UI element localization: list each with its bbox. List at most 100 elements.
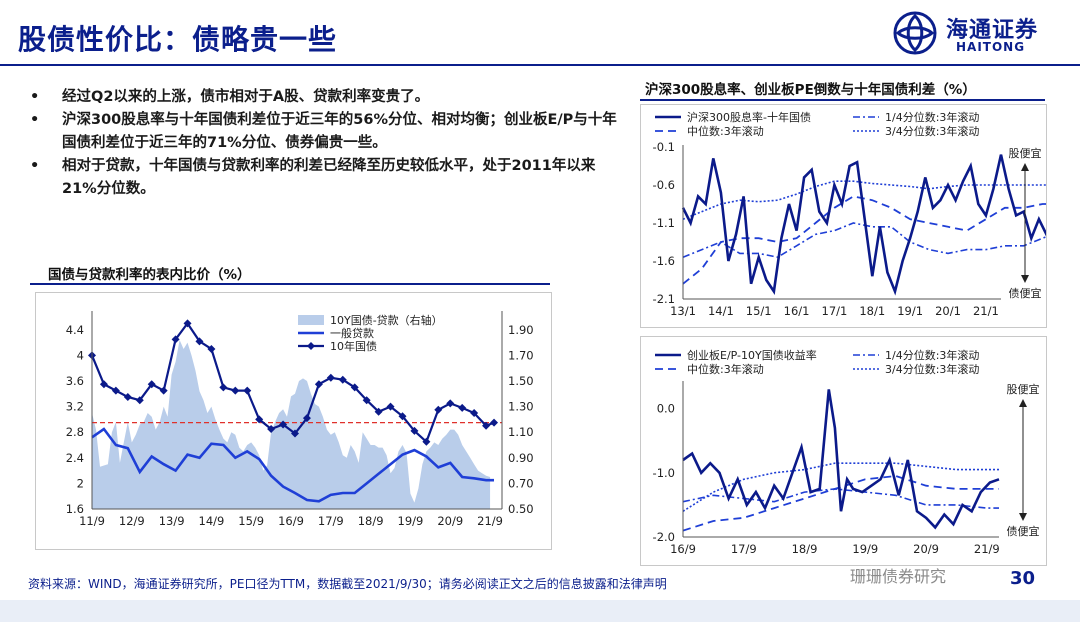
legend-label: 1/4分位数:3年滚动 xyxy=(885,110,979,124)
legend-label: 3/4分位数:3年滚动 xyxy=(885,124,979,138)
y-tick-label: -1.0 xyxy=(653,466,675,480)
legend-label: 3/4分位数:3年滚动 xyxy=(885,362,979,376)
bullet-item: • 沪深300股息率与十年国债利差位于近三年的56%分位、相对均衡；创业板E/P与… xyxy=(30,109,625,155)
bullet-text: 沪深300股息率与十年国债利差位于近三年的56%分位、相对均衡；创业板E/P与十… xyxy=(62,112,617,151)
y-tick-label: 0.0 xyxy=(657,402,675,416)
legend-label: 10Y国债-贷款（右轴） xyxy=(330,313,443,327)
y-tick-label: -0.6 xyxy=(653,178,675,192)
source-footnote: 资料来源：WIND，海通证券研究所，PE口径为TTM，数据截至2021/9/30… xyxy=(28,575,667,592)
x-tick-label: 13/1 xyxy=(670,304,696,318)
y-tick-label: 2.4 xyxy=(66,451,84,465)
legend-label: 10年国债 xyxy=(330,339,377,353)
title-divider xyxy=(0,64,1080,66)
direction-arrow-down-icon xyxy=(1021,275,1029,283)
series-marker-10y xyxy=(124,393,132,401)
x-tick-label: 19/1 xyxy=(897,304,923,318)
legend-label: 1/4分位数:3年滚动 xyxy=(885,348,979,362)
series-marker-10y xyxy=(446,399,454,407)
x-tick-label: 13/9 xyxy=(159,514,185,528)
bullet-marker: • xyxy=(30,109,39,132)
y2-tick-label: 0.70 xyxy=(508,476,534,490)
x-tick-label: 15/9 xyxy=(238,514,264,528)
x-tick-label: 11/9 xyxy=(79,514,105,528)
y2-tick-label: 0.90 xyxy=(508,451,534,465)
footer-band xyxy=(0,600,1080,622)
y2-tick-label: 1.50 xyxy=(508,374,534,388)
x-tick-label: 20/9 xyxy=(913,542,939,556)
x-tick-label: 18/1 xyxy=(859,304,885,318)
legend-label: 中位数:3年滚动 xyxy=(687,362,764,376)
x-tick-label: 14/1 xyxy=(708,304,734,318)
x-tick-label: 17/9 xyxy=(318,514,344,528)
series-marker-10y xyxy=(458,404,466,412)
loan-chart-divider xyxy=(30,283,550,285)
bullet-item: • 经过Q2以来的上涨，债市相对于A股、贷款利率变贵了。 xyxy=(30,86,625,109)
y2-tick-label: 1.30 xyxy=(508,400,534,414)
annotation-top: 股便宜 xyxy=(1009,146,1042,160)
bullet-marker: • xyxy=(30,86,39,109)
y-tick-label: 2 xyxy=(77,476,84,490)
hs300-chart-title: 沪深300股息率、创业板PE倒数与十年国债利差（%） xyxy=(645,78,976,98)
series-marker-10y xyxy=(112,387,120,395)
x-tick-label: 18/9 xyxy=(792,542,818,556)
logo-emblem-icon xyxy=(892,10,940,56)
series-marker-10y xyxy=(327,374,335,382)
y-tick-label: 2.8 xyxy=(66,425,84,439)
x-tick-label: 19/9 xyxy=(852,542,878,556)
loan-rate-chart: 4.4 4 3.6 3.2 2.8 2.4 2 1.6 1.90 1.70 1.50 1.30 1.10… xyxy=(36,293,551,549)
legend-marker-swatch xyxy=(307,342,315,350)
y2-tick-label: 1.10 xyxy=(508,425,534,439)
series-marker-10y xyxy=(243,387,251,395)
series-marker-10y xyxy=(160,387,168,395)
x-tick-label: 16/1 xyxy=(784,304,810,318)
x-tick-label: 17/9 xyxy=(731,542,757,556)
bullet-text: 相对于贷款，十年国债与贷款利率的利差已经降至历史较低水平，处于2011年以来21… xyxy=(62,158,595,197)
legend-label: 一般贷款 xyxy=(330,326,374,340)
x-tick-label: 16/9 xyxy=(670,542,696,556)
x-tick-label: 17/1 xyxy=(822,304,848,318)
x-tick-label: 21/9 xyxy=(974,542,1000,556)
series-line-line xyxy=(683,389,999,527)
y-tick-label: -1.1 xyxy=(653,216,675,230)
series-marker-10y xyxy=(231,387,239,395)
y-tick-label: -0.1 xyxy=(653,140,675,154)
legend-label: 沪深300股息率-十年国债 xyxy=(687,110,811,124)
x-tick-label: 18/9 xyxy=(358,514,384,528)
series-marker-10y xyxy=(490,419,498,427)
y-tick-label: 3.2 xyxy=(66,400,84,414)
loan-chart-title: 国债与贷款利率的表内比价（%） xyxy=(48,263,251,283)
series-area-spread xyxy=(92,340,490,509)
x-tick-label: 16/9 xyxy=(278,514,304,528)
watermark: 珊珊债券研究 xyxy=(850,563,946,587)
x-tick-label: 19/9 xyxy=(398,514,424,528)
series-marker-10y xyxy=(219,383,227,391)
y-tick-label: 3.6 xyxy=(66,374,84,388)
y2-tick-label: 1.70 xyxy=(508,348,534,362)
bullet-text: 经过Q2以来的上涨，债市相对于A股、贷款利率变贵了。 xyxy=(62,89,429,105)
bullet-item: • 相对于贷款，十年国债与贷款利率的利差已经降至历史较低水平，处于2011年以来2… xyxy=(30,155,625,201)
x-tick-label: 20/9 xyxy=(437,514,463,528)
series-marker-10y xyxy=(315,380,323,388)
y-tick-label: 4.4 xyxy=(66,323,84,337)
x-tick-label: 14/9 xyxy=(199,514,225,528)
chinext-spread-chart: 创业板E/P-10Y国债收益率 1/4分位数:3年滚动中位数:3年滚动 3/4分位数… xyxy=(641,337,1046,565)
slide-title: 股债性价比：债略贵一些 xyxy=(18,18,337,58)
bullet-marker: • xyxy=(30,155,39,178)
hs300-chart-frame: 沪深300股息率-十年国债 1/4分位数:3年滚动 中位数:3年滚动 3/4分位数:3… xyxy=(640,104,1047,328)
direction-arrow-down-icon xyxy=(1019,513,1027,521)
direction-arrow-up-icon xyxy=(1019,399,1027,407)
x-tick-label: 21/1 xyxy=(973,304,999,318)
x-tick-label: 15/1 xyxy=(746,304,772,318)
direction-arrow-up-icon xyxy=(1021,163,1029,171)
haitong-logo: 海通证券 HAITONG xyxy=(892,10,1062,58)
series-marker-10y xyxy=(434,406,442,414)
series-line-line xyxy=(683,155,1046,292)
hs300-chart-divider xyxy=(640,99,1045,101)
bullet-list: • 经过Q2以来的上涨，债市相对于A股、贷款利率变贵了。 • 沪深300股息率与十年… xyxy=(30,86,625,201)
x-tick-label: 12/9 xyxy=(119,514,145,528)
y-tick-label: 4 xyxy=(77,348,84,362)
y2-tick-label: 1.90 xyxy=(508,323,534,337)
annotation-bottom: 债便宜 xyxy=(1007,524,1040,538)
x-tick-label: 20/1 xyxy=(935,304,961,318)
